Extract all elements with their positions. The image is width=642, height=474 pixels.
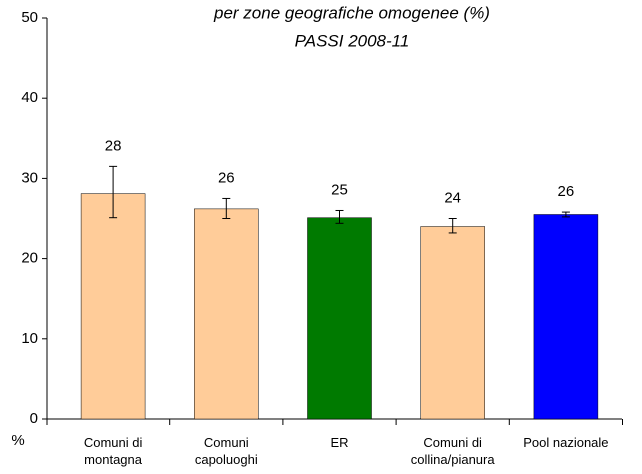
x-tick-label: Comuni capoluoghi [194, 435, 258, 467]
y-tick-label: 10 [21, 330, 38, 347]
x-tick-label: Comuni di montagna [83, 435, 143, 467]
data-label: 26 [558, 183, 575, 200]
y-tick-label: 50 [21, 9, 38, 26]
bar [533, 214, 599, 420]
x-tick-label: ER [330, 435, 349, 450]
data-label: 25 [331, 181, 348, 198]
data-label: 28 [105, 137, 122, 154]
bar [420, 226, 485, 420]
bar [194, 208, 259, 420]
bar [307, 217, 372, 420]
y-tick-label: 30 [21, 169, 38, 186]
y-tick-label: 40 [21, 89, 38, 106]
data-label: 24 [444, 189, 461, 206]
chart-title: per zone geografiche omogenee (%) [213, 3, 490, 22]
data-label: 26 [218, 169, 235, 186]
y-tick-label: 20 [21, 250, 38, 267]
x-tick-label: Comuni di collina/pianura [410, 435, 495, 467]
y-tick-label: 0 [30, 410, 38, 427]
y-axis-label: % [11, 432, 24, 449]
chart-subtitle: PASSI 2008-11 [295, 31, 410, 50]
bar [80, 193, 146, 420]
x-tick-label: Pool nazionale [523, 435, 609, 450]
